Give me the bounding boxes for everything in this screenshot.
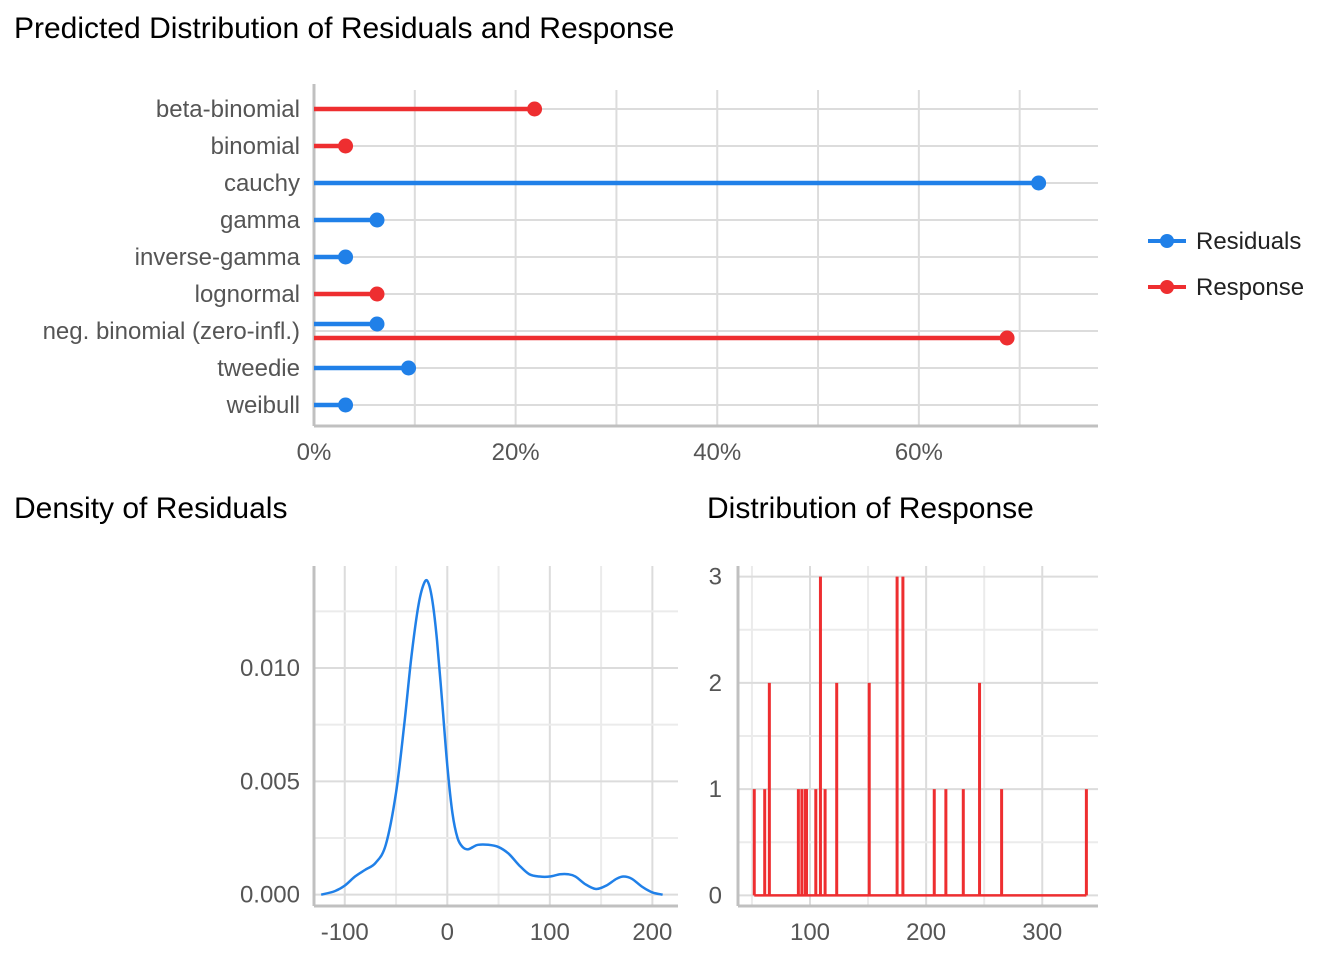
lollipop-point-residuals-cauchy — [1031, 175, 1047, 191]
y-tick-label: 0.005 — [240, 768, 300, 795]
legend-label-response: Response — [1196, 274, 1304, 301]
y-tick-label: 3 — [709, 564, 722, 591]
y-tick-label: 0 — [709, 882, 722, 909]
lollipop-point-residuals-neg-binomial-zero-infl — [369, 316, 385, 332]
density-line-residuals — [320, 578, 663, 896]
x-tick-label: 0% — [297, 439, 332, 466]
y-tick-label-lognormal: lognormal — [195, 281, 300, 308]
y-tick-label: 0.000 — [240, 882, 300, 909]
lollipop-point-response-binomial — [338, 138, 354, 154]
y-tick-label-binomial: binomial — [211, 133, 300, 160]
x-tick-label: 60% — [895, 439, 943, 466]
y-tick-label-cauchy: cauchy — [224, 170, 300, 197]
lollipop-point-residuals-tweedie — [401, 360, 417, 376]
y-tick-label-tweedie: tweedie — [217, 355, 300, 382]
y-tick-label-gamma: gamma — [220, 207, 301, 234]
density-curve — [320, 578, 663, 896]
legend-point-residuals — [1160, 234, 1174, 248]
y-tick-label: 2 — [709, 670, 722, 697]
lollipop-point-response-lognormal — [369, 286, 385, 302]
response-bars — [752, 576, 1088, 897]
lollipop-point-response-neg-binomial-zero-infl — [999, 330, 1015, 346]
grid-lines — [314, 566, 678, 906]
y-tick-label-neg-binomial-zero-infl: neg. binomial (zero-infl.) — [43, 318, 300, 345]
legend-item-response: Response — [1148, 274, 1304, 301]
lollipop-point-response-beta-binomial — [527, 101, 543, 117]
x-tick-label: 100 — [790, 919, 830, 946]
chart-title-distribution-of-response: Distribution of Response — [707, 492, 1034, 525]
density-of-residuals-panel: Density of Residuals -100 0 100 200 0.000 0.0… — [14, 492, 678, 946]
tick-labels: -100 0 100 200 0.000 0.005 0.010 — [240, 655, 672, 946]
x-tick-label: 200 — [632, 919, 672, 946]
y-tick-label: 1 — [709, 776, 722, 803]
legend-item-residuals: Residuals — [1148, 228, 1301, 255]
x-tick-label: 40% — [693, 439, 741, 466]
distribution-of-response-panel: Distribution of Response 100 200 300 0 1 2 3 — [707, 492, 1098, 946]
lollipop-point-residuals-gamma — [369, 212, 385, 228]
lollipop-point-residuals-weibull — [338, 397, 354, 413]
x-tick-label: 300 — [1022, 919, 1062, 946]
x-tick-label: 20% — [492, 439, 540, 466]
grid-lines — [314, 90, 1098, 426]
lollipop-point-residuals-inverse-gamma — [338, 249, 354, 265]
legend: Residuals Response — [1148, 228, 1304, 301]
x-tick-label: 0 — [441, 919, 454, 946]
x-tick-label: -100 — [321, 919, 369, 946]
chart-title-density-of-residuals: Density of Residuals — [14, 492, 287, 525]
x-tick-label: 100 — [530, 919, 570, 946]
y-tick-label-inverse-gamma: inverse-gamma — [135, 244, 301, 271]
chart-title-predicted-distribution: Predicted Distribution of Residuals and … — [14, 12, 674, 45]
x-tick-label: 200 — [906, 919, 946, 946]
y-tick-label: 0.010 — [240, 655, 300, 682]
lollipop-marks — [314, 101, 1047, 413]
legend-point-response — [1160, 280, 1174, 294]
legend-label-residuals: Residuals — [1196, 228, 1301, 255]
grid-lines — [738, 566, 1098, 906]
axes — [312, 566, 678, 908]
axes — [736, 566, 1098, 908]
tick-labels: 0% 20% 40% 60% beta-binomial binomial cauchy ga… — [43, 96, 943, 466]
y-tick-label-weibull: weibull — [226, 392, 300, 419]
tick-labels: 100 200 300 0 1 2 3 — [709, 564, 1063, 946]
axes — [312, 84, 1098, 428]
predicted-distribution-panel: Predicted Distribution of Residuals and … — [14, 12, 1098, 466]
y-tick-label-beta-binomial: beta-binomial — [156, 96, 300, 123]
